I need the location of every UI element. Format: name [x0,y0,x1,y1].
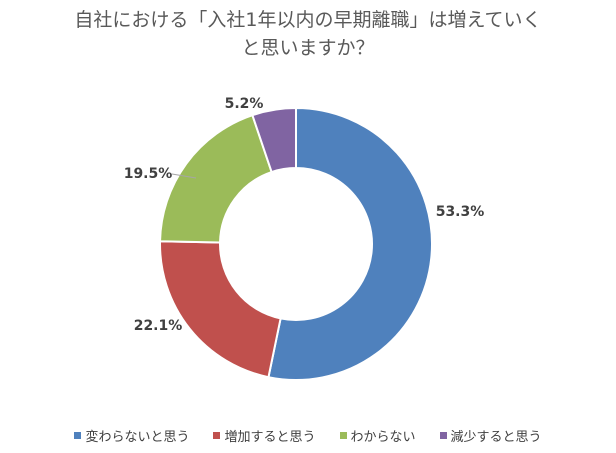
label-genshou: 5.2% [225,96,264,112]
legend-label: 変わらないと思う [85,430,190,445]
donut-slices [159,106,433,381]
slice-kawaranai [267,106,433,381]
legend-swatch [213,432,221,439]
chart-title-line-2: と思いますか？ [241,37,375,59]
slice-wakaranai [159,113,273,244]
chart-title-line-1: 自社における「入社1年以内の早期離職」は増えていく [74,9,542,31]
legend-swatch [339,432,347,439]
label-kawaranai: 53.3% [436,204,485,220]
legend-item-zouka: 増加すると思う [213,426,316,445]
chart-title: 自社における「入社1年以内の早期離職」は増えていく と思いますか？ [0,6,616,62]
legend-item-kawaranai: 変わらないと思う [74,426,189,445]
legend-item-genshou: 減少すると思う [439,426,542,445]
label-wakaranai: 19.5% [124,166,173,182]
label-zouka: 22.1% [134,318,183,334]
legend: 変わらないと思う 増加すると思う わからない 減少すると思う [0,426,616,445]
legend-swatch [439,432,447,439]
leader-line-wakaranai [171,173,197,179]
slice-zouka [159,240,282,379]
legend-label: わからない [350,430,416,445]
legend-swatch [74,432,82,439]
legend-item-wakaranai: わからない [339,426,416,445]
leader-lines [171,173,197,179]
data-labels: 53.3% 22.1% 19.5% 5.2% [124,96,485,334]
legend-label: 増加すると思う [224,430,316,445]
legend-label: 減少すると思う [450,430,542,445]
slice-genshou [251,106,297,174]
